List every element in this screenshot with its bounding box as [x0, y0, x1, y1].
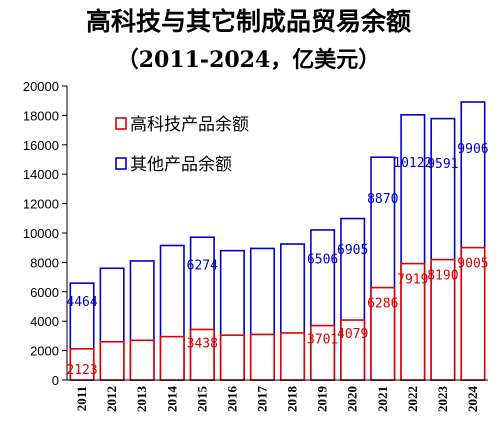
x-tick-label: 2014: [164, 386, 179, 413]
chart-subtitle: （2011-2024，亿美元）: [116, 47, 381, 73]
data-label: 4464: [66, 295, 97, 310]
bar-high-tech: [129, 339, 155, 381]
data-label: 8870: [367, 192, 398, 207]
x-tick-label: 2020: [345, 386, 360, 412]
data-label: 6905: [337, 243, 368, 258]
data-label: 6274: [187, 259, 218, 274]
data-label: 4079: [337, 327, 368, 342]
bar-high-tech: [280, 332, 306, 381]
y-tick-label: 12000: [23, 197, 59, 212]
x-tick-label: 2023: [435, 386, 450, 413]
legend-swatch: [115, 117, 127, 130]
bar-high-tech: [219, 334, 245, 381]
y-tick-label: 14000: [23, 167, 59, 182]
y-tick-label: 20000: [23, 79, 59, 94]
y-tick-label: 4000: [30, 314, 59, 329]
x-tick-label: 2017: [254, 386, 269, 413]
x-tick-label: 2022: [405, 386, 420, 412]
x-tick-label: 2011: [74, 386, 89, 411]
x-axis: 2011 2012 2013 2014 2015 2016 2017 2018 2019 2020…: [67, 379, 488, 413]
legend-label: 其他产品余额: [130, 155, 232, 175]
data-label: 9906: [457, 142, 488, 157]
y-tick-label: 6000: [30, 285, 59, 300]
data-label: 6286: [367, 297, 398, 312]
x-tick-label: 2013: [134, 386, 149, 413]
data-label: 8190: [427, 269, 458, 284]
x-tick-label: 2012: [104, 386, 119, 412]
x-tick-label: 2015: [194, 386, 209, 413]
y-tick-label: 8000: [30, 255, 59, 270]
y-tick-label: 18000: [23, 108, 59, 123]
x-tick-label: 2021: [375, 386, 390, 412]
data-label: 10122: [393, 156, 432, 171]
data-label: 3438: [187, 336, 218, 351]
data-label: 6506: [307, 252, 338, 267]
x-tick-label: 2016: [224, 386, 239, 413]
y-axis: 0 2000 4000 6000 8000 10000 12000 14000 16000 180…: [23, 79, 68, 388]
legend-swatch: [115, 157, 127, 170]
x-tick-label: 2018: [285, 386, 300, 413]
bar-high-tech: [249, 333, 275, 381]
y-tick-label: 16000: [23, 138, 59, 153]
x-tick-label: 2019: [315, 386, 330, 413]
data-label: 9591: [427, 157, 458, 172]
chart-title: 高科技与其它制成品贸易余额: [85, 7, 411, 36]
bars: [69, 101, 486, 381]
y-tick-label: 2000: [30, 344, 59, 359]
data-labels: 2123 4464 3438 6274 3701 6506 4079 6905 6286 8870…: [66, 142, 488, 378]
legend-label: 高科技产品余额: [130, 115, 249, 135]
y-tick-label: 10000: [23, 226, 59, 241]
bar-high-tech: [99, 340, 125, 381]
bar-high-tech: [159, 335, 185, 381]
data-label: 9005: [457, 257, 488, 272]
x-tick-label: 2024: [465, 386, 480, 413]
y-tick-label: 0: [52, 373, 59, 388]
data-label: 7919: [397, 273, 428, 288]
data-label: 2123: [66, 363, 97, 378]
data-label: 3701: [307, 333, 338, 348]
